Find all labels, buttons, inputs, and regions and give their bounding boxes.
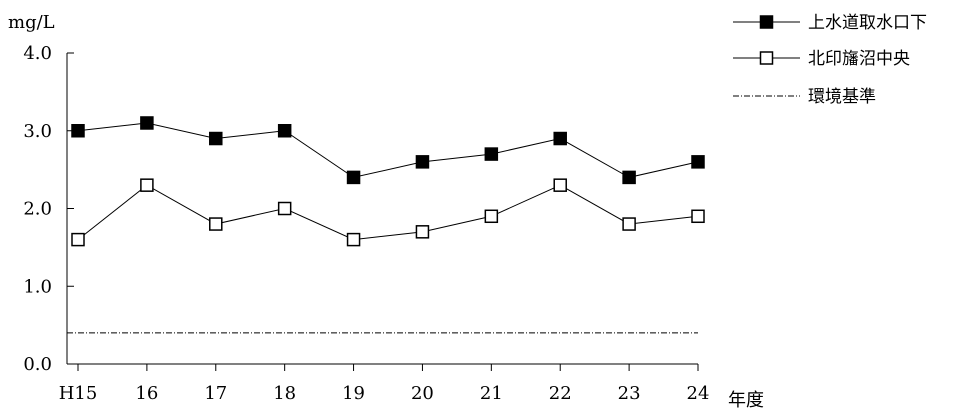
axes: 0.0 1.0 2.0 3.0 4.0 H15 16 17 18 19 20 21 22 23 24 mg/L… <box>8 12 764 408</box>
x-tick-label: 18 <box>273 383 296 404</box>
x-tick-label: H15 <box>59 383 98 404</box>
x-tick-label: 21 <box>480 383 503 404</box>
data-point <box>277 201 292 216</box>
x-axis-unit-label: 年度 <box>728 390 764 408</box>
data-point <box>209 217 223 231</box>
series-layer <box>71 116 705 247</box>
legend-label-2: 北印旛沼中央 <box>808 49 910 69</box>
y-tick-label: 4.0 <box>23 43 52 64</box>
x-tick-label: 16 <box>135 383 158 404</box>
legend-label-reference: 環境基準 <box>808 87 876 107</box>
data-point <box>346 232 361 247</box>
y-axis-unit-label: mg/L <box>8 12 55 33</box>
data-point <box>691 209 705 224</box>
legend-label-1: 上水道取水口下 <box>808 13 927 33</box>
data-point <box>484 209 499 224</box>
data-point <box>484 147 499 161</box>
x-tick-label: 23 <box>618 383 641 404</box>
data-point <box>553 178 567 192</box>
data-point <box>140 116 154 130</box>
data-point <box>553 131 567 146</box>
data-point <box>209 131 223 146</box>
y-tick-label: 3.0 <box>23 121 52 142</box>
x-tick-label: 19 <box>342 383 365 404</box>
legend-marker-2 <box>759 51 774 65</box>
data-point <box>415 155 430 169</box>
x-tick-label: 22 <box>549 383 572 404</box>
x-tick-label: 17 <box>204 383 227 404</box>
y-tick-label: 1.0 <box>23 276 52 297</box>
y-tick-label: 0.0 <box>23 354 52 375</box>
data-point <box>622 170 636 185</box>
legend-marker-1 <box>759 15 774 29</box>
data-point <box>71 232 85 247</box>
data-point <box>622 217 636 231</box>
data-point <box>346 170 361 185</box>
data-point <box>71 124 85 138</box>
x-tick-label: 24 <box>687 383 710 404</box>
data-point <box>415 225 430 239</box>
data-point <box>691 155 705 169</box>
y-tick-label: 2.0 <box>23 199 52 220</box>
x-tick-label: 20 <box>411 383 434 404</box>
series-line-2 <box>77 184 699 241</box>
series-line-1 <box>77 122 699 178</box>
data-point <box>140 178 154 192</box>
data-point <box>277 124 292 138</box>
